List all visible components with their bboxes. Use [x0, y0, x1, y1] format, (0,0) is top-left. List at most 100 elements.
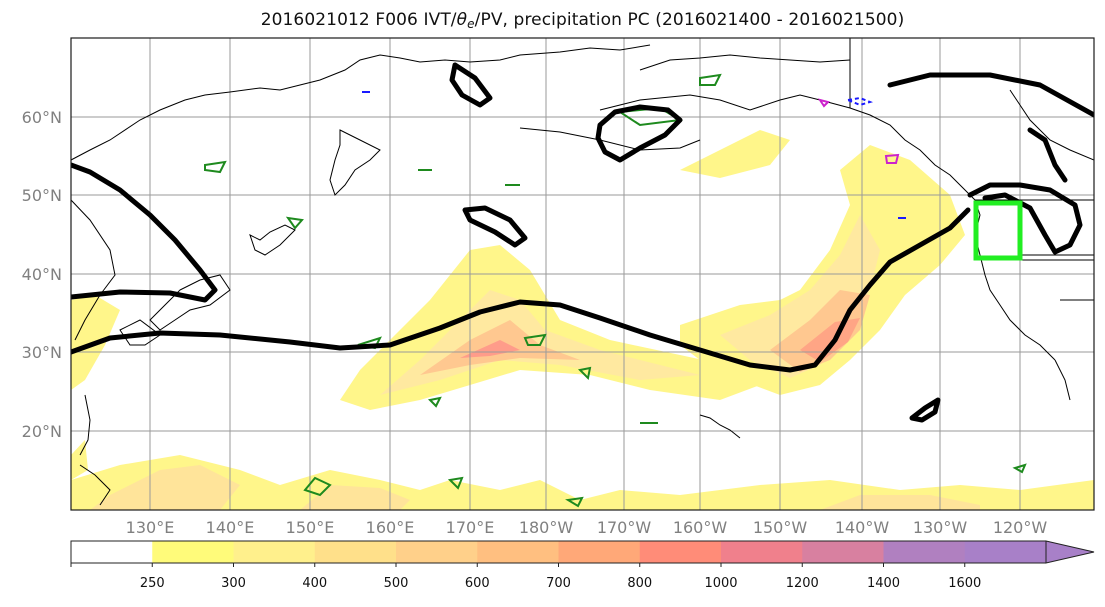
border-canada-provinces — [1009, 89, 1094, 161]
title-suffix: /PV, precipitation PC (2016021400 - 2016… — [474, 10, 905, 30]
colorbar-label: 300 — [221, 576, 246, 591]
theta-e-contour-11 — [577, 366, 592, 381]
pv-contour-aleutian-low — [462, 205, 528, 248]
lon-label: 160°W — [673, 518, 728, 537]
coast-aleutians — [519, 127, 701, 151]
colorbar-segment — [477, 541, 559, 563]
lat-label: 50°N — [22, 186, 62, 205]
map-layers — [71, 38, 1094, 510]
lon-label: 130°W — [913, 518, 968, 537]
latitude-labels: 60°N 50°N 40°N 30°N 20°N — [22, 108, 62, 441]
lon-label: 170°E — [446, 518, 495, 537]
lon-label: 180°W — [519, 518, 574, 537]
coast-japan-north — [149, 274, 231, 331]
theta-e-contour-2 — [699, 73, 722, 86]
coast-kamchatka — [329, 129, 381, 196]
title-prefix: 2016021012 F006 IVT/ — [260, 10, 457, 30]
lat-label: 40°N — [22, 265, 62, 284]
pv-contour-canada — [1027, 127, 1068, 183]
theta-e-contour-7 — [303, 476, 332, 497]
ivt-region-alaska — [680, 130, 790, 178]
pv-contours — [71, 62, 1094, 423]
colorbar-segment — [802, 541, 884, 563]
theta-e-contour-12 — [427, 396, 442, 408]
lon-label: 130°E — [126, 518, 175, 537]
blue-contour-1 — [844, 96, 874, 107]
colorbar-label: 500 — [384, 576, 409, 591]
colorbar-segment — [396, 541, 478, 563]
ivt-region-ar1-max — [460, 340, 520, 358]
ivt-region-tropics-mid-2 — [300, 485, 410, 510]
colorbar-segment — [721, 541, 803, 563]
title-theta: θ — [456, 10, 468, 30]
ivt-region-philippines — [71, 440, 88, 480]
theta-e-contour-8 — [447, 476, 464, 490]
pv-contour-main — [71, 207, 971, 373]
colorbar-label: 1000 — [704, 576, 737, 591]
theta-e-contour-3 — [204, 160, 227, 174]
ivt-region-tropics-mid-1 — [90, 465, 240, 510]
coast-japan-south — [119, 319, 161, 346]
pv-anomaly-contours — [362, 91, 906, 219]
longitude-labels: 130°E 140°E 150°E 160°E 170°E 180°W 170°W 160°W… — [126, 518, 1048, 537]
colorbar-label: 700 — [546, 576, 571, 591]
colorbar-segment — [314, 541, 397, 563]
ivt-region-ar1-mid — [380, 290, 700, 395]
lat-label: 30°N — [22, 343, 62, 362]
colorbar-label: 1400 — [867, 576, 900, 591]
colorbar-segment — [233, 541, 316, 563]
lat-label: 20°N — [22, 422, 62, 441]
colorbar-label: 1600 — [948, 576, 981, 591]
pv-contour-north — [887, 72, 1094, 118]
colorbar-label: 600 — [465, 576, 490, 591]
coast-hawaii — [699, 414, 741, 439]
coast-kuril — [249, 224, 296, 256]
colorbar-extend-arrow — [1045, 540, 1095, 564]
colorbar-segment — [558, 541, 641, 563]
colorbar-label: 800 — [627, 576, 652, 591]
pv-contour-kamchatka — [449, 62, 493, 108]
coast-alaska-north — [639, 54, 851, 71]
lon-label: 150°W — [753, 518, 808, 537]
colorbar-segment — [152, 541, 234, 563]
theta-e-contour-4 — [285, 216, 304, 230]
coast-philippines — [79, 464, 111, 506]
lon-label: 140°W — [835, 518, 890, 537]
coast-taiwan — [79, 394, 91, 456]
magenta-contour-2 — [817, 98, 830, 108]
colorbar-segment — [883, 541, 966, 563]
lon-label: 170°W — [597, 518, 652, 537]
theta-e-contour-13 — [1012, 463, 1027, 474]
pv-contour-west — [71, 162, 218, 303]
graticule — [71, 38, 1094, 510]
coast-siberia — [71, 44, 651, 161]
colorbar-segment — [964, 541, 1047, 563]
magenta-contour-1 — [884, 153, 900, 164]
lon-label: 140°E — [206, 518, 255, 537]
pv-contour-nw-america — [967, 182, 1083, 255]
title-theta-sub: e — [467, 17, 475, 31]
ivt-filled-contours — [71, 130, 1094, 510]
colorbar-label: 250 — [140, 576, 165, 591]
pv-contour-bering — [595, 104, 683, 163]
coast-korea-china — [71, 199, 116, 341]
colorbar: 250 300 400 500 600 700 800 1000 1200 1400 1600 — [70, 540, 1095, 591]
lat-label: 60°N — [22, 108, 62, 127]
map-frame — [70, 37, 1095, 511]
theta-e-contour-9 — [565, 496, 584, 508]
lon-label: 160°E — [366, 518, 415, 537]
lon-label: 150°E — [286, 518, 335, 537]
figure-title: 2016021012 F006 IVT/θe/PV, precipitation… — [0, 10, 1105, 31]
colorbar-label: 1200 — [786, 576, 819, 591]
colorbar-segment — [639, 541, 722, 563]
colorbar-label: 400 — [302, 576, 327, 591]
colorbar-segment — [71, 541, 153, 563]
theta-e-contour-6 — [523, 333, 547, 346]
ivt-region-ar2-max — [800, 318, 860, 362]
lon-label: 120°W — [993, 518, 1048, 537]
coast-mexico — [1054, 359, 1071, 401]
precip-box — [973, 200, 1023, 261]
pv-contour-hawaii — [909, 397, 941, 423]
